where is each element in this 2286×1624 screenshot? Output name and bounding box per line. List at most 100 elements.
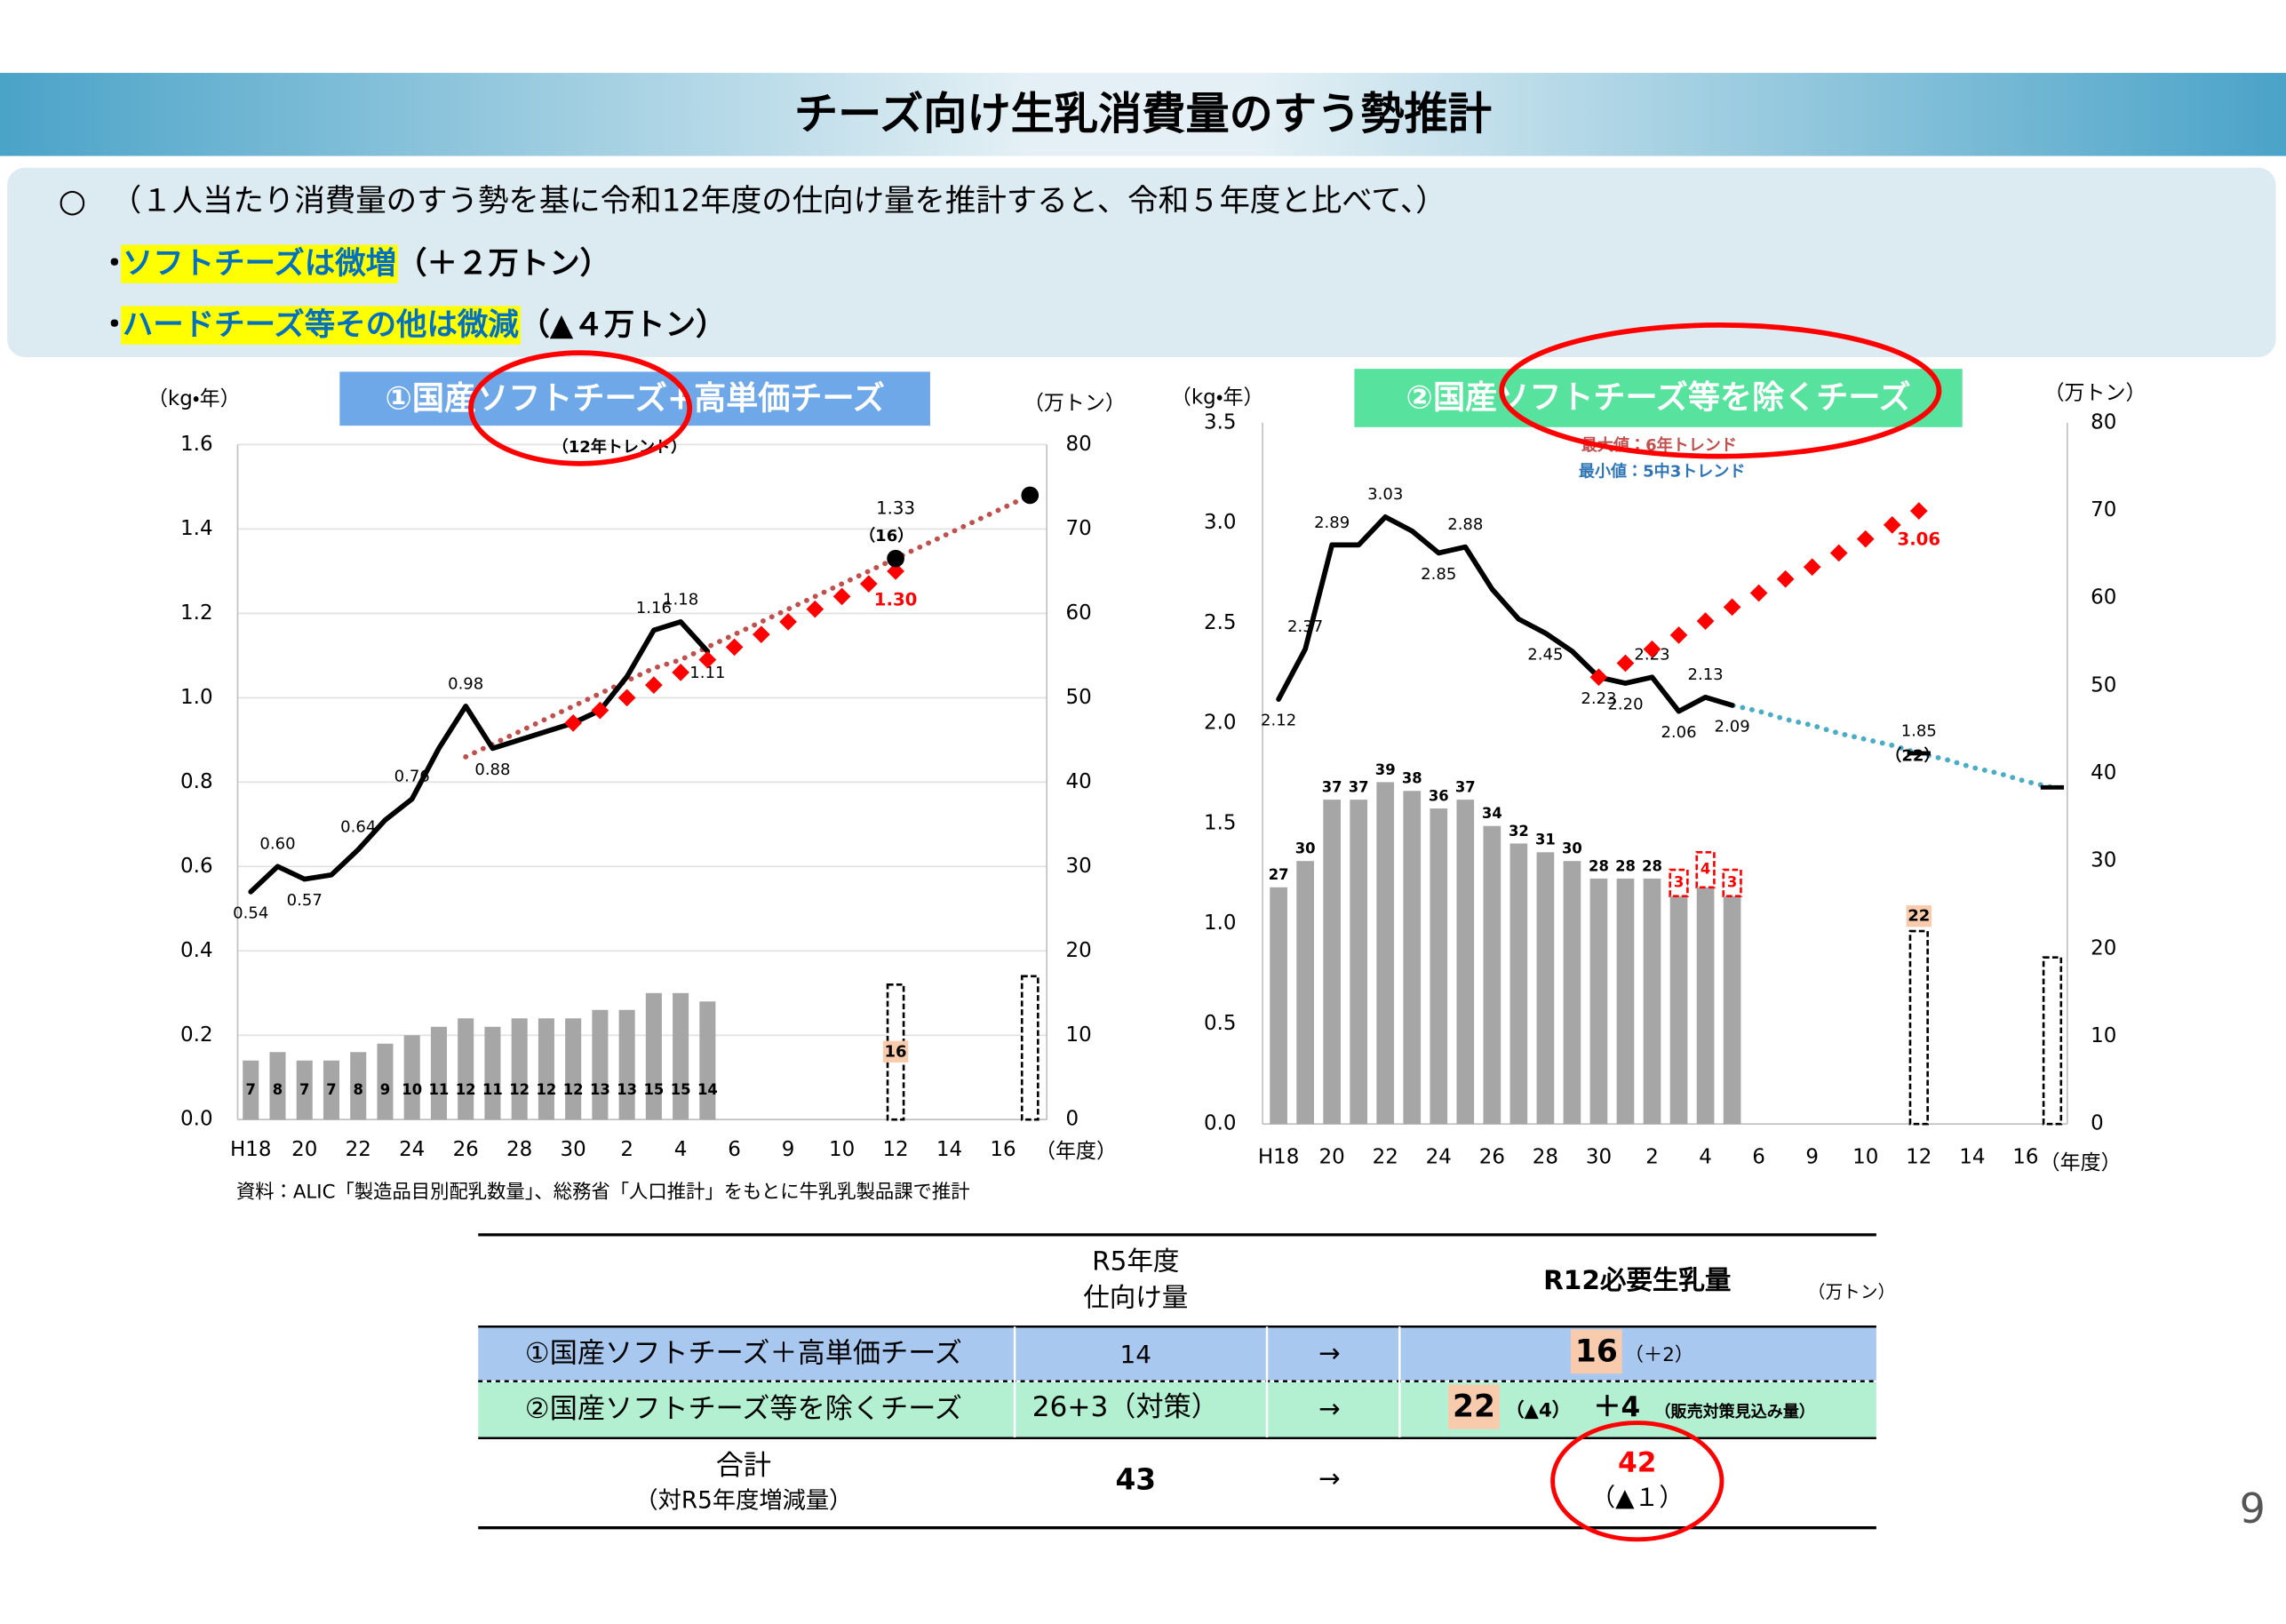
y2-tick-label: 50	[1066, 686, 1092, 709]
data-label: 3.03	[1367, 485, 1403, 504]
x-tick-label: 6	[728, 1138, 741, 1161]
bar	[350, 1052, 367, 1120]
y2-tick-label: 30	[1066, 855, 1092, 878]
data-label: 2.06	[1661, 723, 1696, 742]
x-tick-label: 14	[936, 1138, 962, 1161]
arrow: →	[1318, 1338, 1341, 1368]
bar	[296, 1060, 313, 1120]
y-tick-label: 0.5	[1204, 1012, 1237, 1035]
x-tick-label: 10	[1852, 1145, 1878, 1168]
cell: 43	[1115, 1463, 1156, 1497]
data-label: 31	[1535, 832, 1556, 848]
intro-marker: ○	[59, 181, 87, 219]
data-label: 12	[537, 1081, 557, 1098]
intro-text: （１人当たり消費量のすう勢を基に令和12年度の仕向け量を推計すると、令和５年度と…	[111, 184, 1446, 219]
table-header: 仕向け量	[1083, 1283, 1188, 1313]
data-label: 28	[1589, 857, 1609, 874]
diamond-marker	[1616, 654, 1635, 673]
diamond-marker	[617, 689, 636, 707]
highlight-ellipse	[1499, 322, 1942, 459]
data-label: 0.98	[448, 674, 483, 693]
highlight	[1906, 905, 1932, 927]
annotation: （22）	[1885, 747, 1940, 766]
cell: 26+3（対策）	[1032, 1391, 1219, 1423]
diamond-marker	[672, 664, 689, 681]
data-label: 11	[482, 1081, 503, 1098]
data-label: 12	[509, 1081, 530, 1098]
data-label: 3	[1727, 873, 1737, 890]
bar	[1509, 843, 1528, 1125]
bar	[269, 1052, 286, 1120]
x-tick-label: H18	[230, 1138, 272, 1161]
x-tick-label: 9	[1805, 1145, 1819, 1168]
cell-extra: ＋4	[1593, 1391, 1640, 1423]
data-label: 13	[617, 1081, 637, 1098]
x-tick-label: 22	[346, 1138, 371, 1161]
data-label: 12	[456, 1081, 476, 1098]
measure-bar	[1669, 868, 1689, 897]
data-label: 2.37	[1287, 617, 1323, 636]
diamond-marker	[779, 613, 797, 631]
axis-unit: （万トン）	[2044, 382, 2147, 405]
data-label: 9	[380, 1081, 390, 1098]
highlight	[1570, 1329, 1622, 1374]
diamond-marker	[1749, 584, 1768, 602]
x-tick-label: 2	[620, 1138, 633, 1161]
bar	[511, 1018, 528, 1120]
data-label: 37	[1322, 778, 1342, 795]
measure-bar	[1722, 868, 1742, 897]
x-tick-label: 16	[990, 1138, 1016, 1161]
y2-tick-label: 0	[2091, 1112, 2104, 1135]
diamond-marker	[1829, 544, 1848, 562]
arrow: →	[1318, 1463, 1341, 1493]
data-label: 34	[1482, 805, 1502, 822]
axis-unit: （年度）	[1035, 1140, 1117, 1163]
data-label: 3.06	[1898, 529, 1941, 549]
data-label: 8	[273, 1081, 283, 1098]
cell-note: （販売対策見込み量）	[1654, 1402, 1814, 1421]
data-label: 1.85	[1901, 721, 1937, 740]
data-label: 38	[1402, 770, 1422, 787]
point-marker	[887, 549, 904, 568]
data-label: 1.11	[689, 664, 725, 682]
diamond-marker	[1723, 598, 1741, 617]
header-band	[0, 73, 2286, 156]
data-label: 27	[1269, 866, 1289, 883]
projection-bar	[1020, 975, 1039, 1121]
data-label: 2.12	[1261, 712, 1296, 730]
bar	[1323, 800, 1342, 1125]
bar	[1643, 878, 1661, 1125]
data-label: 30	[1295, 840, 1316, 857]
x-tick-label: 16	[2012, 1145, 2038, 1168]
data-label: 15	[671, 1081, 691, 1098]
y2-tick-label: 60	[1066, 601, 1092, 625]
cell-change: （▲4）	[1505, 1399, 1571, 1421]
cell-total: 42	[1618, 1446, 1656, 1478]
data-label: 2.88	[1447, 515, 1483, 534]
y-tick-label: 1.0	[180, 686, 213, 709]
data-label: 0.76	[394, 768, 430, 786]
y2-tick-label: 10	[2091, 1024, 2116, 1047]
intro-box	[7, 167, 2276, 358]
y-tick-label: 0.0	[180, 1108, 213, 1131]
y2-tick-label: 40	[2091, 761, 2116, 784]
x-tick-label: 9	[782, 1138, 795, 1161]
y2-tick-label: 70	[1066, 517, 1092, 540]
y2-tick-label: 40	[1066, 770, 1092, 793]
data-label: 37	[1349, 778, 1369, 795]
data-label: 30	[1562, 840, 1582, 857]
diamond-marker	[887, 562, 904, 580]
data-label: 1.30	[874, 589, 918, 609]
bar	[645, 992, 662, 1120]
bar	[1430, 808, 1448, 1125]
bar	[673, 992, 689, 1120]
bar	[484, 1026, 501, 1120]
row-label: ①国産ソフトチーズ＋高単価チーズ	[525, 1337, 962, 1369]
bar	[323, 1060, 340, 1120]
highlight	[121, 306, 522, 345]
data-label: 7	[299, 1081, 309, 1098]
y-tick-label: 2.0	[1204, 712, 1237, 735]
data-label: 8	[354, 1081, 363, 1098]
y-tick-label: 3.5	[1204, 410, 1237, 434]
